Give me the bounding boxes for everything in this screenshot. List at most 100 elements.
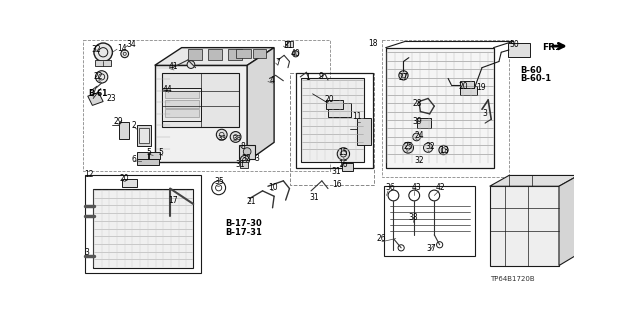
Bar xyxy=(384,186,475,256)
Text: 3: 3 xyxy=(84,248,90,257)
Bar xyxy=(137,158,159,165)
Polygon shape xyxy=(88,92,103,105)
Text: B-61: B-61 xyxy=(88,89,107,98)
Bar xyxy=(460,81,474,88)
Text: 38: 38 xyxy=(408,213,418,222)
Polygon shape xyxy=(236,49,251,59)
Text: 8: 8 xyxy=(241,142,246,151)
Text: 17: 17 xyxy=(168,196,178,204)
Circle shape xyxy=(187,61,195,68)
Circle shape xyxy=(94,43,113,61)
Text: 5: 5 xyxy=(147,148,151,157)
Polygon shape xyxy=(490,175,579,186)
Text: B-17-31: B-17-31 xyxy=(225,228,262,237)
Circle shape xyxy=(216,129,227,140)
Circle shape xyxy=(337,148,349,160)
Circle shape xyxy=(121,50,129,58)
Polygon shape xyxy=(247,48,274,162)
Bar xyxy=(137,152,148,158)
Polygon shape xyxy=(188,49,202,60)
Polygon shape xyxy=(155,65,247,162)
Text: 44: 44 xyxy=(163,85,172,94)
Text: 36: 36 xyxy=(385,182,395,191)
Bar xyxy=(149,152,160,158)
Text: 42: 42 xyxy=(436,182,445,191)
Bar xyxy=(164,91,198,99)
Bar xyxy=(326,100,344,109)
Text: FR.: FR. xyxy=(542,43,559,52)
Text: 37: 37 xyxy=(427,244,436,253)
Text: 30: 30 xyxy=(509,40,520,49)
Text: 41: 41 xyxy=(168,62,178,71)
Text: 32: 32 xyxy=(241,154,251,163)
Text: 33: 33 xyxy=(232,135,241,141)
Bar xyxy=(163,88,201,121)
Text: B-17-30: B-17-30 xyxy=(225,219,262,228)
Text: 28: 28 xyxy=(413,99,422,108)
Polygon shape xyxy=(155,48,274,65)
Circle shape xyxy=(403,142,413,153)
Bar xyxy=(342,163,353,171)
Text: 32: 32 xyxy=(414,156,424,164)
Text: 32: 32 xyxy=(426,142,435,151)
Text: 31: 31 xyxy=(332,167,342,176)
Text: B-60: B-60 xyxy=(520,66,542,75)
Bar xyxy=(164,100,198,108)
Circle shape xyxy=(240,156,250,165)
Polygon shape xyxy=(559,175,579,266)
Text: 1: 1 xyxy=(305,73,310,82)
Bar xyxy=(95,60,111,66)
Text: 12: 12 xyxy=(84,170,94,179)
Circle shape xyxy=(439,145,448,155)
Text: 43: 43 xyxy=(411,182,421,191)
Text: 22: 22 xyxy=(93,72,102,81)
Circle shape xyxy=(243,148,251,156)
Polygon shape xyxy=(490,186,559,266)
Text: 35: 35 xyxy=(214,177,224,186)
Text: 16: 16 xyxy=(338,160,348,169)
Circle shape xyxy=(230,132,241,142)
Bar xyxy=(285,41,292,47)
Text: 3: 3 xyxy=(482,109,487,118)
Text: 16: 16 xyxy=(332,180,342,189)
Bar xyxy=(137,124,151,146)
Text: 23: 23 xyxy=(106,94,116,103)
Text: 21: 21 xyxy=(246,197,256,206)
Bar xyxy=(140,128,148,143)
Text: 20: 20 xyxy=(324,95,334,104)
Text: 39: 39 xyxy=(413,117,422,126)
Text: 10: 10 xyxy=(268,182,278,191)
Bar xyxy=(239,145,255,158)
Text: 6: 6 xyxy=(132,155,136,164)
Circle shape xyxy=(95,71,108,83)
Polygon shape xyxy=(93,188,193,268)
Bar xyxy=(460,86,477,95)
Circle shape xyxy=(424,143,433,152)
Text: 20: 20 xyxy=(119,174,129,183)
Text: 11: 11 xyxy=(353,112,362,121)
Bar xyxy=(382,40,509,177)
Bar xyxy=(164,109,198,117)
Text: 4: 4 xyxy=(269,76,275,85)
Circle shape xyxy=(292,51,299,57)
Text: 31: 31 xyxy=(236,160,245,169)
Text: 33: 33 xyxy=(217,135,226,141)
Polygon shape xyxy=(228,49,242,60)
Text: 7: 7 xyxy=(276,58,280,67)
Text: 5: 5 xyxy=(159,148,163,157)
Bar xyxy=(163,73,239,127)
Bar xyxy=(240,162,248,168)
Text: 9: 9 xyxy=(319,72,324,81)
Text: 18: 18 xyxy=(368,39,378,48)
Text: 26: 26 xyxy=(376,234,386,243)
Bar xyxy=(83,40,330,171)
Text: 32: 32 xyxy=(92,45,101,54)
Text: 40: 40 xyxy=(291,49,301,58)
Bar xyxy=(508,43,530,57)
Circle shape xyxy=(413,133,420,141)
Text: 13: 13 xyxy=(440,146,449,155)
Text: 14: 14 xyxy=(117,44,127,53)
Bar xyxy=(122,179,137,187)
Text: 24: 24 xyxy=(414,131,424,140)
Polygon shape xyxy=(386,48,493,168)
